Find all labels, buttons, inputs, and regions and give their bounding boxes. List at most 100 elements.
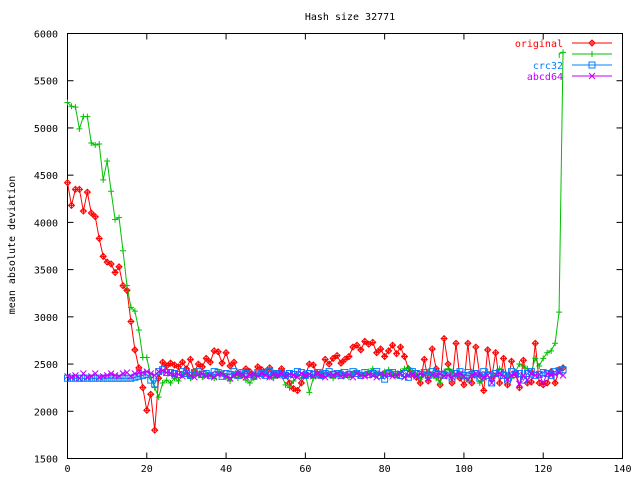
y-tick-label: 4500 [34, 171, 58, 182]
x-tick-label: 140 [613, 464, 631, 475]
data-point [147, 376, 155, 384]
data-point [428, 371, 436, 378]
data-point [127, 374, 135, 382]
legend-label: original [515, 39, 563, 50]
data-point [543, 379, 551, 387]
data-point [516, 361, 523, 368]
data-point [516, 380, 523, 388]
data-point [302, 372, 309, 379]
data-point [83, 374, 91, 382]
data-point [64, 99, 71, 106]
data-point [151, 384, 158, 391]
data-point [95, 374, 103, 382]
data-point [143, 354, 150, 361]
series-line [67, 182, 564, 431]
data-point [345, 371, 353, 378]
data-point [79, 207, 88, 215]
data-point [484, 368, 491, 375]
data-point [559, 366, 567, 374]
data-point [305, 371, 313, 378]
data-point [484, 372, 492, 379]
data-point [385, 370, 393, 377]
data-point [68, 373, 75, 381]
data-point [131, 370, 139, 377]
data-point [468, 372, 476, 379]
data-point [484, 371, 492, 379]
data-point [158, 358, 167, 366]
data-point [194, 371, 202, 378]
data-point [123, 374, 131, 382]
data-point [499, 354, 508, 363]
data-point [456, 368, 464, 376]
data-point [381, 375, 389, 383]
data-point [135, 372, 143, 380]
data-point [444, 372, 452, 379]
data-point [254, 363, 262, 371]
data-point [242, 377, 249, 384]
data-point [432, 372, 440, 379]
data-point [107, 374, 115, 382]
data-point [83, 373, 91, 381]
data-point [151, 426, 159, 434]
data-point [290, 378, 297, 385]
data-point [496, 370, 503, 377]
data-point [108, 188, 115, 195]
data-point [424, 375, 432, 383]
data-point [381, 372, 388, 379]
data-point [392, 349, 401, 358]
data-point [589, 51, 595, 57]
data-point [353, 341, 361, 349]
data-point [67, 201, 76, 210]
data-point [95, 234, 103, 243]
data-point [246, 372, 254, 379]
data-point [99, 252, 107, 261]
data-point [464, 369, 472, 377]
data-point [388, 341, 397, 349]
data-point [163, 377, 170, 384]
data-point [317, 371, 325, 379]
data-point [202, 354, 210, 363]
data-point [488, 379, 496, 387]
y-tick-label: 3500 [34, 266, 58, 277]
data-point [226, 362, 234, 370]
data-point [120, 247, 126, 254]
data-point [519, 356, 528, 364]
series-r [64, 49, 567, 401]
axes: 1500 2000 2500 3000 3500 4000 4500 5000 5500 6000… [34, 30, 632, 476]
data-point [175, 378, 182, 385]
data-point [325, 371, 333, 378]
series-original [63, 179, 567, 434]
data-point [99, 372, 107, 380]
data-point [107, 370, 115, 377]
data-point [500, 372, 507, 380]
y-tick-label: 5000 [34, 124, 58, 135]
data-point [313, 370, 321, 377]
data-point [555, 369, 563, 376]
data-point [83, 188, 92, 196]
data-point [520, 372, 527, 379]
data-point [337, 372, 345, 380]
data-point [527, 368, 535, 376]
data-point [227, 378, 234, 385]
x-tick-label: 100 [455, 464, 473, 475]
data-point [95, 373, 103, 381]
data-point [286, 370, 293, 377]
data-point [452, 339, 460, 347]
data-point [464, 339, 472, 347]
data-point [445, 365, 452, 372]
data-point [155, 368, 163, 375]
data-point [151, 380, 159, 388]
data-point [76, 374, 83, 382]
data-point [512, 370, 519, 377]
data-point [413, 372, 420, 380]
data-point [552, 340, 559, 347]
data-point [540, 355, 547, 362]
data-point [186, 355, 195, 364]
data-point [508, 375, 515, 382]
data-point [143, 406, 151, 415]
y-tick-label: 6000 [34, 30, 58, 41]
data-point [400, 370, 408, 377]
data-point [333, 370, 341, 377]
data-point [515, 370, 523, 377]
